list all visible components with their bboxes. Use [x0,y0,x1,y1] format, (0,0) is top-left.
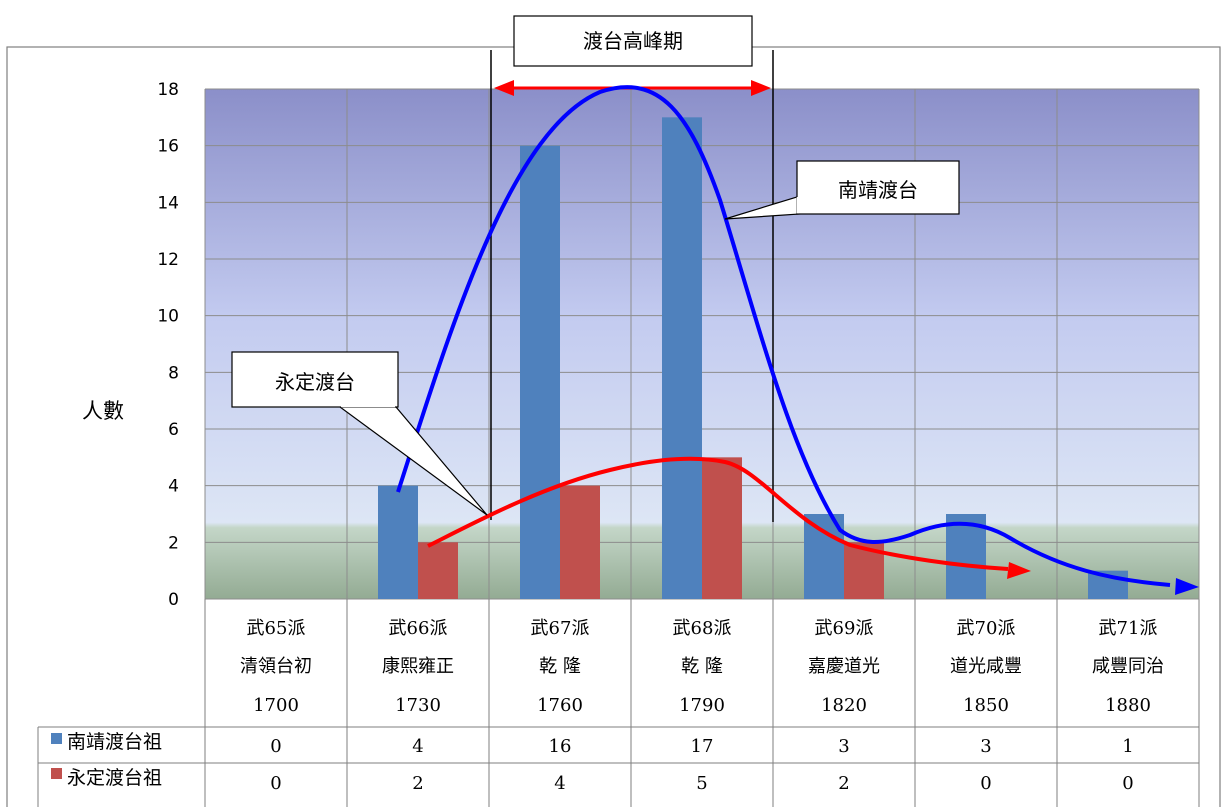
bar-yongding-2 [560,485,600,599]
y-tick-label: 6 [168,420,179,440]
category-label: 乾 隆 [681,656,723,677]
y-tick-label: 8 [168,363,179,383]
nanjing-callout-box [796,160,960,215]
table-value-nanjing: 0 [270,736,281,757]
table-value-nanjing: 3 [980,736,991,757]
category-label: 武69派 [815,618,874,639]
peak-label-box [513,15,753,67]
nanjing-trend-arrowhead [1175,578,1199,595]
bar-nanjing-2 [520,145,560,599]
table-value-nanjing: 1 [1122,736,1133,757]
yongding-trend-arrowhead [1007,562,1031,579]
yongding-callout-box [231,351,399,408]
category-label: 1820 [821,695,867,716]
category-label: 武65派 [247,618,306,639]
table-value-yongding: 0 [270,773,281,794]
category-label: 武68派 [673,618,732,639]
table-value-nanjing: 16 [549,736,572,757]
table-value-yongding: 0 [1122,773,1133,794]
y-tick-label: 0 [168,590,179,610]
category-label: 嘉慶道光 [808,656,880,677]
legend-key-yongding [51,768,62,779]
y-tick-label: 10 [157,307,179,327]
nanjing-callout-text: 南靖渡台 [838,178,918,202]
y-tick-label: 12 [157,250,179,270]
category-label: 咸豐同治 [1092,656,1164,677]
legend-label-nanjing: 南靖渡台祖 [67,731,162,753]
bar-nanjing-1 [378,485,418,599]
category-label: 康熙雍正 [382,656,454,677]
category-label: 1880 [1105,695,1151,716]
y-tick-label: 16 [157,137,179,157]
peak-arrow-left-head [494,80,514,96]
yongding-trend-curve [427,456,1009,571]
table-value-yongding: 2 [412,773,423,794]
bar-nanjing-3 [662,117,702,599]
table-value-nanjing: 3 [838,736,849,757]
category-label: 1700 [253,695,299,716]
category-label: 武67派 [531,618,590,639]
nanjing-trend-curve [396,85,1171,587]
category-label: 清領台初 [240,656,312,677]
category-label: 1790 [679,695,725,716]
y-tick-label: 4 [168,477,179,497]
category-label: 乾 隆 [539,656,581,677]
table-value-yongding: 2 [838,773,849,794]
legend-key-nanjing [51,733,62,744]
table-value-nanjing: 4 [412,736,423,757]
table-value-yongding: 4 [554,773,565,794]
table-value-yongding: 0 [980,773,991,794]
category-label: 1730 [395,695,441,716]
peak-arrow-right-head [751,80,771,96]
category-label: 道光咸豐 [950,656,1022,677]
bar-yongding-3 [702,457,742,599]
yongding-callout-text: 永定渡台 [275,370,355,394]
y-axis-ticks: 0 2 4 6 8 10 12 14 16 18 [157,80,179,610]
bar-yongding-1 [418,542,458,599]
y-tick-label: 14 [157,193,179,213]
category-label: 武70派 [957,618,1016,639]
y-tick-label: 2 [168,533,179,553]
y-tick-label: 18 [157,80,179,100]
table-value-yongding: 5 [696,773,707,794]
y-axis-label: 人數 [82,399,124,423]
table-value-nanjing: 17 [691,736,714,757]
peak-label-text: 渡台高峰期 [583,29,683,53]
bar-series [378,117,1128,599]
category-label: 武66派 [389,618,448,639]
legend-label-yongding: 永定渡台祖 [67,767,162,789]
bar-nanjing-5 [946,514,986,599]
category-label: 1760 [537,695,583,716]
category-label: 武71派 [1099,618,1158,639]
category-label: 1850 [963,695,1009,716]
